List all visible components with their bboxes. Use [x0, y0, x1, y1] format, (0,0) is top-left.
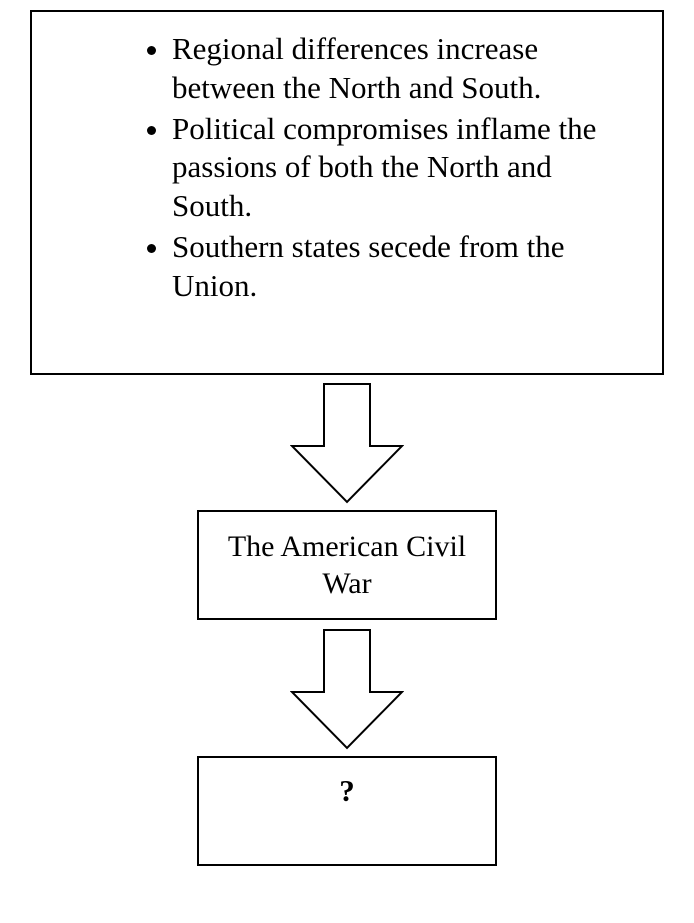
cause-item: Regional differences increase between th… — [172, 30, 622, 108]
causes-box: Regional differences increase between th… — [30, 10, 664, 375]
event-label: The American Civil War — [215, 528, 479, 603]
result-box: ? — [197, 756, 497, 866]
arrow-down-icon — [290, 382, 404, 504]
cause-item: Political compromises inflame the passio… — [172, 110, 622, 226]
result-label: ? — [339, 772, 355, 809]
cause-item: Southern states secede from the Union. — [172, 228, 622, 306]
event-box: The American Civil War — [197, 510, 497, 620]
arrow-down-icon — [290, 628, 404, 750]
causes-list: Regional differences increase between th… — [112, 30, 622, 305]
